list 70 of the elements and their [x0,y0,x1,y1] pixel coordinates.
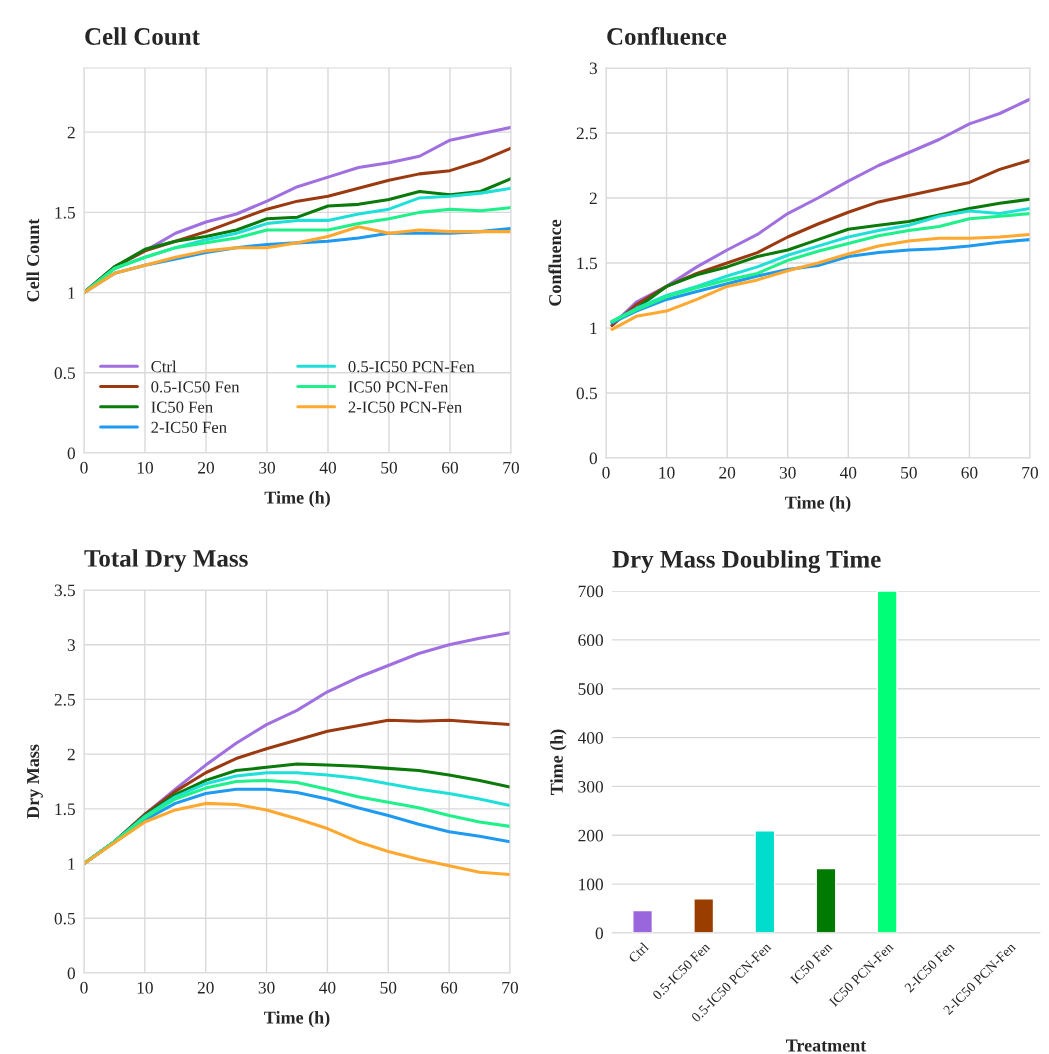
x-tick-label: 50 [380,981,397,994]
y-tick-label: 0 [595,927,603,940]
x-tick-label: 10 [137,461,154,474]
y-tick-label: 0 [589,452,597,465]
x-tick-label: 50 [901,466,917,479]
legend-label: 2-IC50 PCN-Fen [348,401,462,413]
chart-title: Total Dry Mass [84,549,248,572]
x-axis-title: Time (h) [785,495,851,513]
y-tick-label: 1.5 [577,257,597,270]
x-tick-label: 50 [381,461,398,474]
y-tick-label: 600 [578,634,603,647]
y-tick-label: 0 [67,447,75,460]
x-axis-title: Time (h) [264,490,330,508]
x-tick-label: 30 [258,981,275,994]
y-tick-label: 3 [589,62,597,75]
y-tick-label: 0.5 [54,367,75,380]
x-tick-label: 60 [442,461,459,474]
legend-label: IC50 PCN-Fen [348,381,449,393]
y-tick-label: 2 [67,748,75,761]
y-tick-label: 2 [67,126,75,139]
x-tick-label: Ctrl [627,941,650,964]
x-axis-title: Time (h) [264,1010,330,1028]
chart-title: Dry Mass Doubling Time [612,550,881,573]
y-tick-label: 100 [579,878,603,891]
x-tick-label: 70 [503,461,520,474]
x-tick-label: 0 [80,981,88,994]
y-tick-label: 1 [68,287,75,299]
x-tick-label: 60 [441,981,458,994]
x-tick-label: 70 [1022,466,1039,479]
legend-label: IC50 Fen [151,401,213,413]
x-tick-label: 10 [137,981,153,994]
x-tick-label: 10 [659,466,675,479]
y-axis-title: Time (h) [550,729,567,795]
x-tick-label: 40 [319,981,336,994]
y-axis-title: Confluence [548,219,562,306]
x-axis-title: Treatment [786,1039,867,1052]
y-tick-label: 0.5 [576,387,597,400]
chart-title: Confluence [607,27,727,45]
y-tick-label: 200 [578,829,603,842]
y-tick-label: 1.5 [55,803,75,816]
x-tick-label: 60 [961,466,978,479]
y-tick-label: 1 [590,322,597,335]
y-tick-label: 700 [578,585,603,598]
x-tick-label: 70 [502,981,519,994]
y-tick-label: 2 [589,192,597,205]
chart-title: Cell Count [85,27,200,45]
x-tick-label: 40 [319,461,337,474]
y-tick-label: 2.5 [576,127,597,140]
x-tick-label: 20 [198,461,215,474]
y-tick-label: 0.5 [54,912,75,925]
y-tick-label: 3 [67,639,75,651]
y-tick-label: 3.5 [54,584,75,597]
legend-label: 0.5-IC50 PCN-Fen [348,361,475,373]
x-tick-label: 30 [779,466,796,479]
y-tick-label: 500 [578,683,603,695]
y-tick-label: 1 [68,858,75,870]
legend-label: 0.5-IC50 Fen [151,381,240,393]
x-tick-label: 20 [197,981,214,994]
x-tick-label: 40 [839,466,857,479]
y-axis-title: Cell Count [26,218,40,302]
x-tick-label: 0 [80,461,88,474]
legend-label: Ctrl [151,360,177,373]
y-tick-label: 300 [578,780,603,793]
x-tick-label: 20 [719,466,736,479]
x-tick-label: 30 [259,461,276,474]
y-axis-title: Dry Mass [27,744,43,819]
y-tick-label: 400 [577,732,603,744]
y-tick-label: 2.5 [54,693,75,706]
legend-label: 2-IC50 Fen [151,421,227,433]
y-tick-label: 1.5 [55,206,75,219]
